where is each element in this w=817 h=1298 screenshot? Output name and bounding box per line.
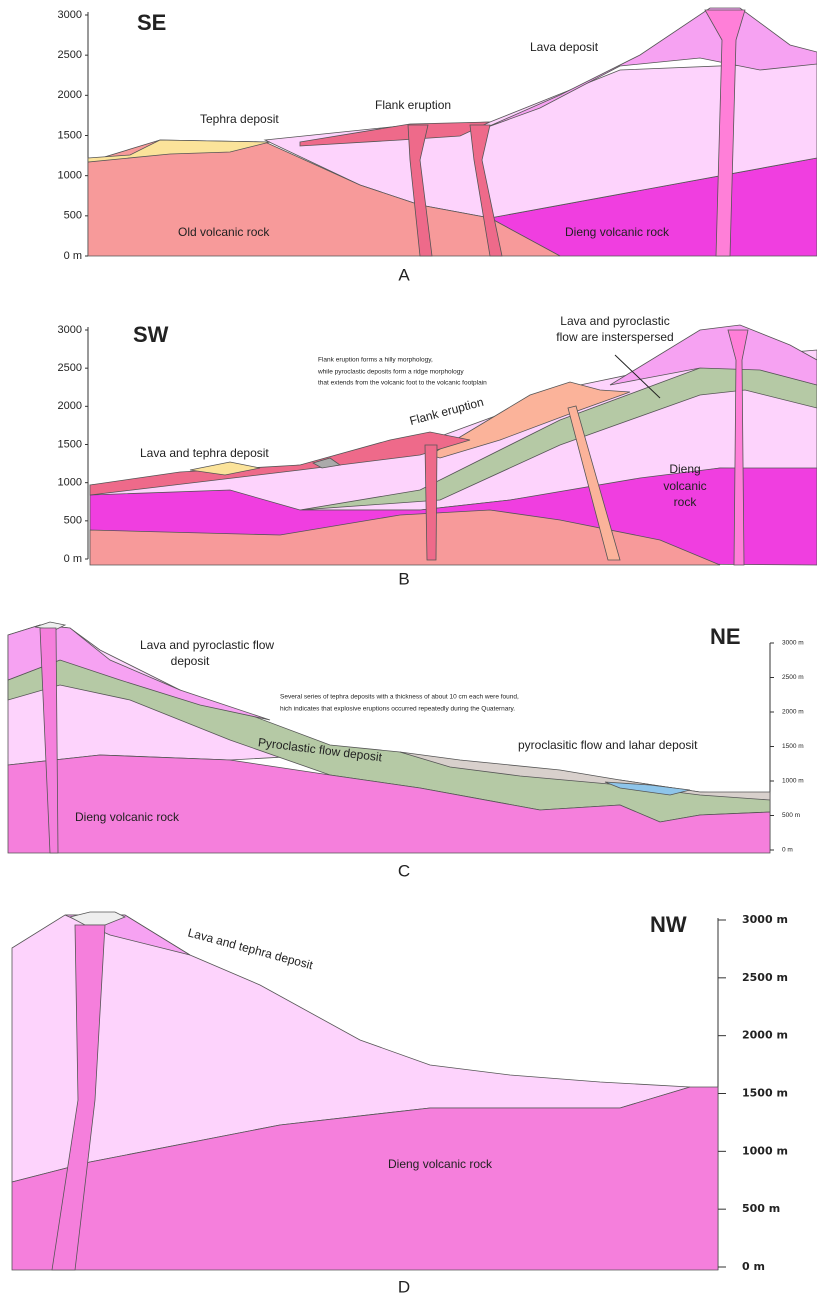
panel-letter: A: [398, 265, 410, 284]
page: {"panels":[ {"direction":"SE","letter":"…: [0, 0, 817, 1298]
label: pyroclasitic flow and lahar deposit: [518, 738, 698, 752]
label: Tephra deposit: [200, 112, 279, 126]
cross-sections: SE Lava deposit Flank eruption Tephra de…: [0, 0, 817, 1298]
label: Dieng volcanic rock: [565, 225, 670, 239]
note: Several series of tephra deposits with a…: [280, 694, 519, 701]
label: Lava and tephra deposit: [140, 446, 269, 460]
note: Flank eruption forms a hilly morphology,: [318, 357, 433, 364]
label: Flank eruption: [408, 395, 485, 428]
direction: NE: [710, 624, 741, 649]
label: rock: [674, 495, 698, 509]
note: hich indicates that explosive eruptions …: [280, 706, 515, 713]
label: deposit: [171, 654, 210, 668]
depth-tick-label: 3000: [58, 9, 82, 21]
panel-c: NE Lava and pyroclastic flow deposit Sev…: [8, 622, 770, 880]
label: Flank eruption: [375, 98, 451, 112]
depth-tick-label: 500 m: [742, 1202, 780, 1215]
depth-tick-label: 1500 m: [742, 1087, 788, 1100]
panel-letter: D: [398, 1277, 410, 1296]
label: Lava deposit: [530, 40, 599, 54]
depth-tick-label: 3000: [58, 324, 82, 336]
direction: SE: [137, 10, 166, 35]
depth-tick-label: 500: [64, 210, 82, 222]
depth-tick-label: 2500: [58, 49, 82, 61]
panel-b: SW Lava and pyroclastic flow are insters…: [88, 314, 817, 588]
depth-tick-label: 0 m: [782, 847, 793, 854]
panel-d: NW Lava and tephra deposit Dieng volcani…: [12, 912, 718, 1297]
depth-tick-label: 2000 m: [742, 1029, 788, 1042]
depth-tick-label: 2500 m: [742, 971, 788, 984]
label: Dieng volcanic rock: [75, 810, 180, 824]
depth-tick-label: 2000: [58, 89, 82, 101]
note: while pyroclastic deposits form a ridge …: [317, 369, 464, 376]
label: Lava and pyroclastic flow: [140, 638, 274, 652]
depth-tick-label: 500: [64, 515, 82, 527]
label: Old volcanic rock: [178, 225, 270, 239]
depth-tick-label: 2000: [58, 400, 82, 412]
panel-letter: C: [398, 861, 410, 880]
depth-tick-label: 1500 m: [782, 743, 804, 750]
depth-tick-label: 1000: [58, 477, 82, 489]
depth-tick-label: 2500 m: [782, 674, 804, 681]
depth-tick-label: 0 m: [64, 553, 82, 565]
conduit: [425, 445, 437, 560]
depth-tick-label: 1000: [58, 170, 82, 182]
label: Dieng volcanic rock: [388, 1157, 493, 1171]
direction: NW: [650, 912, 687, 937]
label: Lava and pyroclastic: [560, 314, 669, 328]
depth-tick-label: 1000 m: [742, 1144, 788, 1157]
depth-tick-label: 3000 m: [782, 640, 804, 647]
depth-tick-label: 0 m: [742, 1260, 765, 1273]
label: volcanic: [663, 479, 706, 493]
depth-tick-label: 1000 m: [782, 778, 804, 785]
direction: SW: [133, 322, 169, 347]
depth-tick-label: 1500: [58, 438, 82, 450]
note: that extends from the volcanic foot to t…: [318, 380, 487, 387]
depth-tick-label: 2000 m: [782, 709, 804, 716]
panel-letter: B: [398, 569, 409, 588]
depth-tick-label: 1500: [58, 129, 82, 141]
depth-tick-label: 0 m: [64, 250, 82, 262]
depth-tick-label: 2500: [58, 362, 82, 374]
depth-tick-label: 500 m: [782, 812, 800, 819]
depth-tick-label: 3000 m: [742, 913, 788, 926]
label: flow are insterspersed: [556, 330, 673, 344]
panel-a: SE Lava deposit Flank eruption Tephra de…: [88, 8, 817, 284]
label: Dieng: [669, 462, 700, 476]
